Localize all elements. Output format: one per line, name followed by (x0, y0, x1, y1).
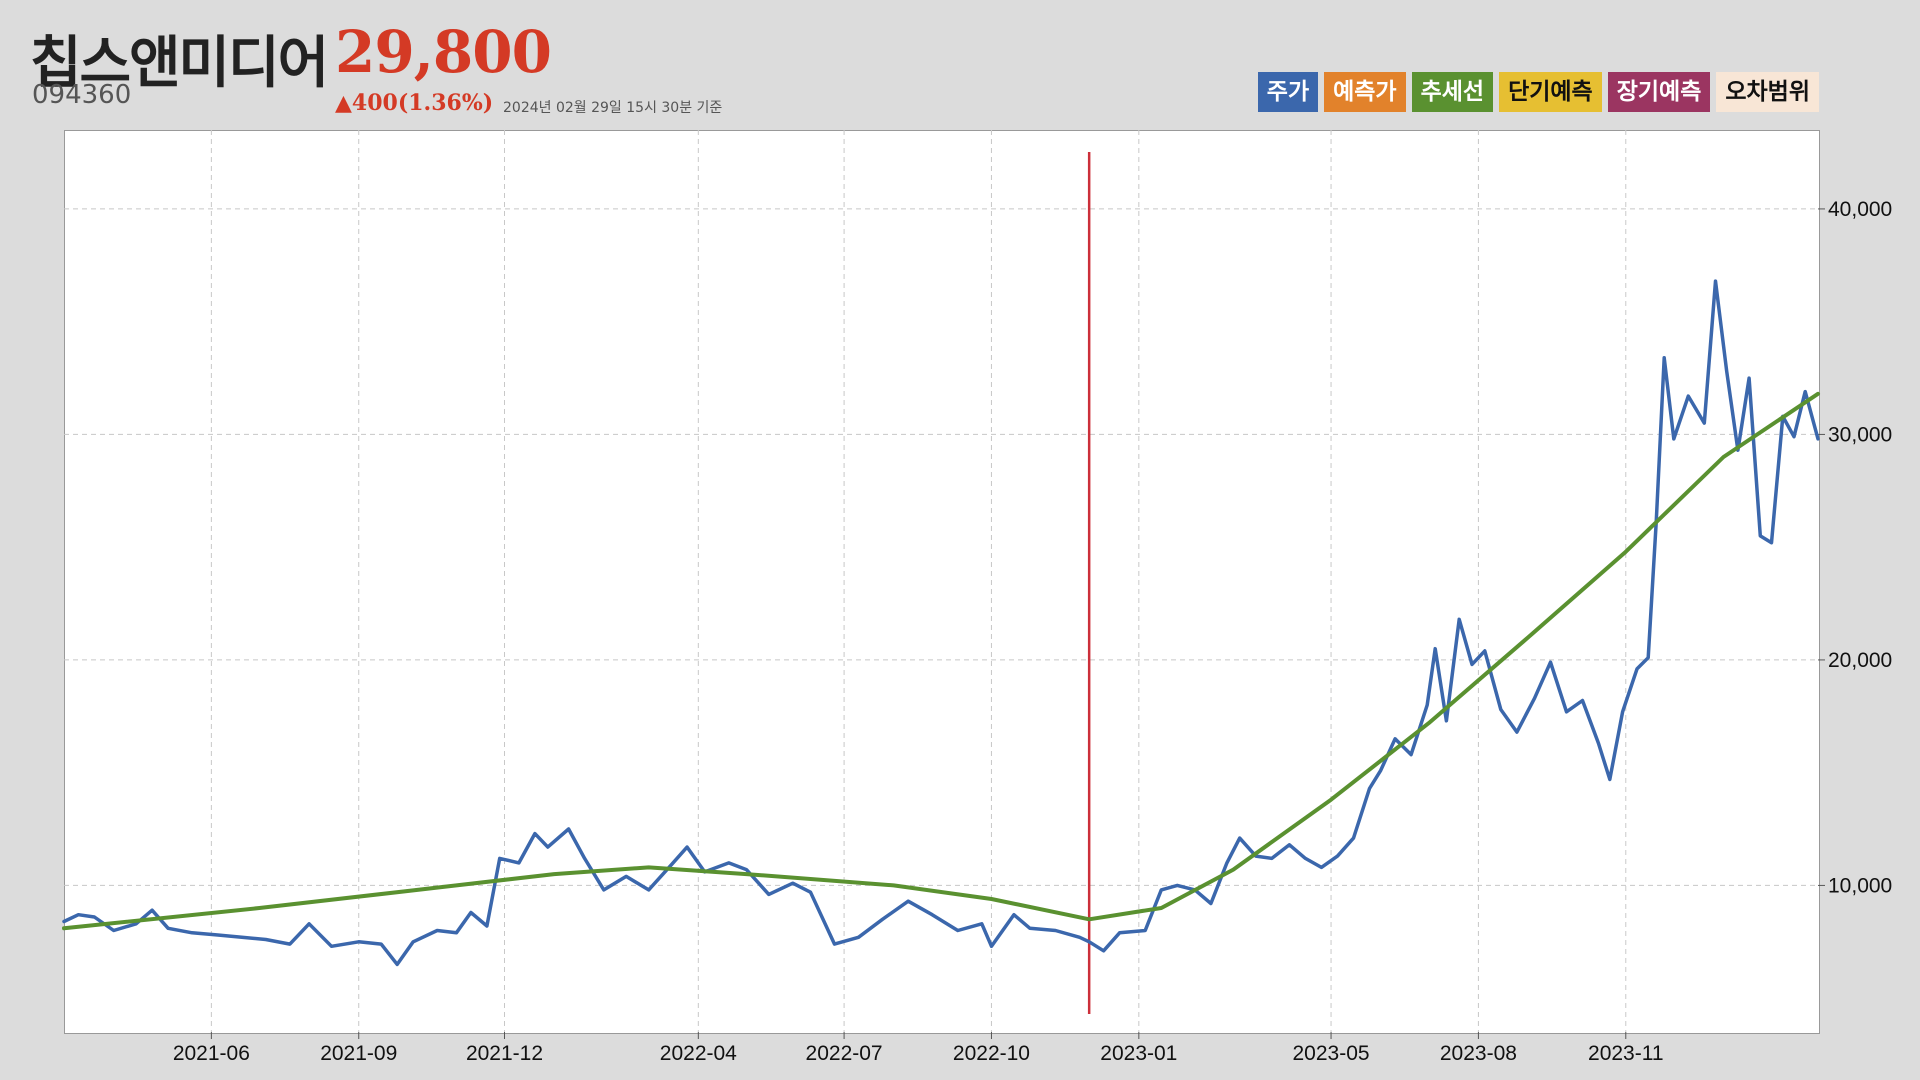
legend-item-stock-price[interactable]: 주가 (1257, 72, 1319, 112)
x-tick-label: 2021-09 (320, 1042, 397, 1065)
stock-price: 29,800 (335, 18, 552, 86)
x-tick-label: 2022-10 (953, 1042, 1030, 1065)
x-tick-label: 2023-11 (1588, 1042, 1664, 1065)
x-tick-label: 2023-08 (1440, 1042, 1517, 1065)
y-tick-label: 30,000 (1828, 423, 1892, 446)
chart-plot-area (64, 130, 1820, 1034)
timestamp: 2024년 02월 29일 15시 30분 기준 (503, 100, 723, 116)
price-change: ▲400(1.36%) (335, 90, 494, 116)
legend-item-short-term-forecast[interactable]: 단기예측 (1499, 72, 1602, 112)
legend: 주가 예측가 추세선 단기예측 장기예측 오차범위 (1257, 72, 1819, 112)
x-tick-label: 2022-04 (660, 1042, 737, 1065)
legend-item-long-term-forecast[interactable]: 장기예측 (1607, 72, 1711, 112)
legend-item-error-range[interactable]: 오차범위 (1716, 72, 1819, 112)
y-tick-label: 40,000 (1828, 198, 1892, 221)
series-line-stock-price (62, 279, 1820, 967)
y-tick-label: 20,000 (1828, 649, 1892, 672)
y-tick-label: 10,000 (1828, 874, 1892, 897)
x-tick-label: 2022-07 (806, 1042, 883, 1065)
legend-item-predicted-price[interactable]: 예측가 (1324, 72, 1406, 112)
stock-code: 094360 (32, 80, 132, 110)
x-tick-label: 2023-05 (1293, 1042, 1370, 1065)
x-tick-label: 2021-06 (173, 1042, 250, 1065)
x-tick-label: 2023-01 (1100, 1042, 1177, 1065)
legend-item-trend-line[interactable]: 추세선 (1411, 72, 1494, 112)
series-line-trend (62, 391, 1820, 931)
stock-name: 칩스앤미디어 (30, 31, 329, 96)
x-tick-label: 2021-12 (466, 1042, 543, 1065)
